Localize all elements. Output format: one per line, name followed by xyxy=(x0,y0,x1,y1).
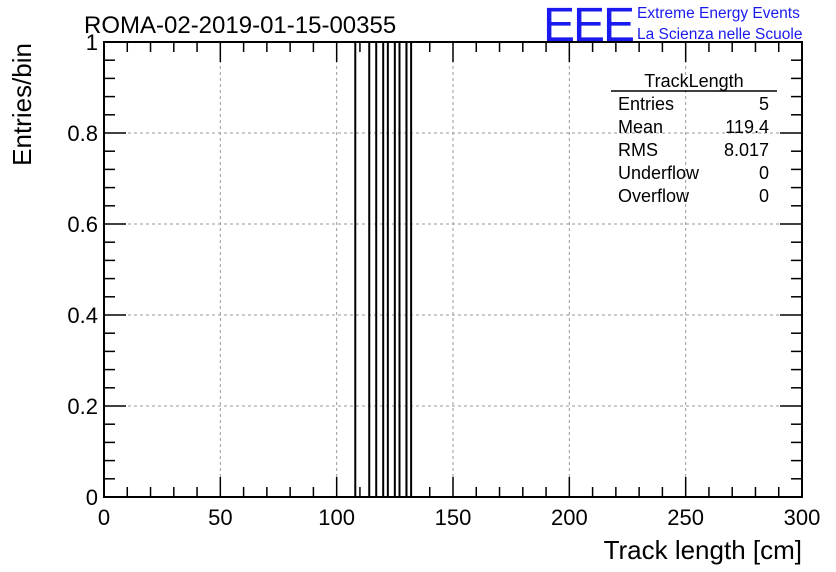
y-tick-label: 1 xyxy=(86,30,98,55)
x-tick-label: 200 xyxy=(551,505,588,530)
stats-label: Underflow xyxy=(618,163,700,183)
stats-value: 119.4 xyxy=(725,117,769,137)
stats-rows: Entries 5 Mean 119.4 RMS 8.017 Underflow 0 Overf… xyxy=(618,94,769,206)
chart-title: ROMA-02-2019-01-15-00355 xyxy=(84,12,396,39)
stats-label: Overflow xyxy=(618,186,690,206)
x-tick-label: 100 xyxy=(318,505,355,530)
histogram-bin xyxy=(375,41,385,498)
stats-value: 0 xyxy=(759,186,769,206)
y-tick-label: 0.2 xyxy=(67,394,98,419)
histogram-bars xyxy=(354,41,413,498)
histogram-bin xyxy=(354,41,371,498)
x-tick-label: 50 xyxy=(208,505,232,530)
axis-ticks xyxy=(103,41,803,498)
logo-line-2: La Scienza nelle Scuole xyxy=(637,26,802,43)
y-axis-label: Entries/bin xyxy=(7,43,37,166)
y-tick-label: 0.8 xyxy=(67,121,98,146)
grid-lines xyxy=(104,41,802,497)
logo-mark: EEE xyxy=(543,0,633,52)
y-tick-labels: 0 0.2 0.4 0.6 0.8 1 xyxy=(67,30,98,510)
stats-label: Entries xyxy=(618,94,674,114)
logo-line-1: Extreme Energy Events xyxy=(637,5,800,22)
stats-label: Mean xyxy=(618,117,663,137)
histogram-bin xyxy=(405,41,413,498)
x-axis-label: Track length [cm] xyxy=(604,535,802,565)
stats-value: 8.017 xyxy=(724,140,769,160)
histogram-bin xyxy=(398,41,408,498)
y-tick-label: 0 xyxy=(86,485,98,510)
x-tick-label: 300 xyxy=(784,505,821,530)
stats-title: TrackLength xyxy=(644,71,743,91)
x-tick-label: 0 xyxy=(98,505,110,530)
stats-value: 0 xyxy=(759,163,769,183)
y-tick-label: 0.6 xyxy=(67,212,98,237)
stats-box: TrackLength Entries 5 Mean 119.4 RMS 8.017 Und… xyxy=(611,71,777,206)
stats-value: 5 xyxy=(759,94,769,114)
x-tick-label: 250 xyxy=(667,505,704,530)
x-tick-labels: 0 50 100 150 200 250 300 xyxy=(98,505,820,530)
stats-label: RMS xyxy=(618,140,658,160)
eee-logo: EEE Extreme Energy Events La Scienza nel… xyxy=(543,0,802,52)
y-tick-label: 0.4 xyxy=(67,303,98,328)
x-tick-label: 150 xyxy=(435,505,472,530)
histogram-bin xyxy=(386,41,396,498)
